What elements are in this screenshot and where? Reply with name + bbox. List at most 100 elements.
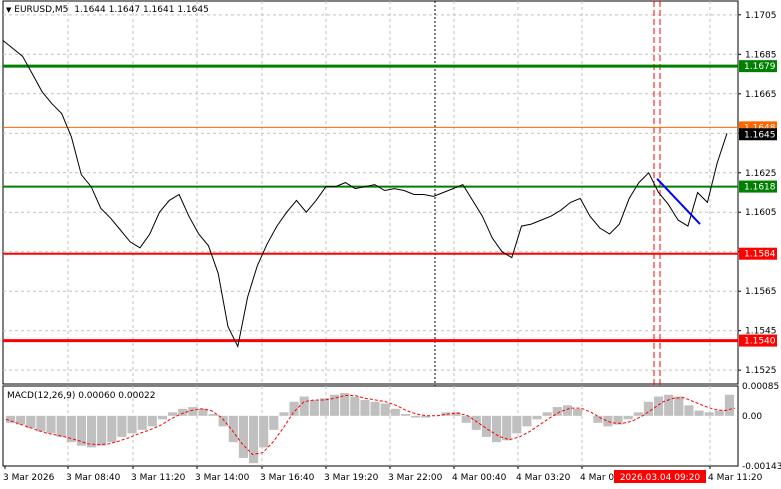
macd-histogram-bar [522, 415, 532, 427]
macd-histogram-bar [411, 415, 421, 418]
y-tick-label: 1.1565 [745, 287, 777, 297]
macd-histogram-bar [238, 415, 248, 458]
macd-histogram-bar [704, 412, 714, 416]
macd-histogram-bar [289, 401, 299, 416]
time-axis: 3 Mar 2026 3 Mar 08:40 3 Mar 11:20 3 Mar 14… [3, 466, 763, 483]
macd-y-tick-label: 0.00085 [742, 382, 779, 392]
x-tick-label: 3 Mar 14:00 [195, 473, 250, 483]
macd-histogram-bar [198, 408, 208, 416]
macd-histogram-bar [623, 415, 633, 420]
macd-histogram-bar [441, 412, 451, 416]
price-frame [2, 0, 739, 385]
level-label-1.1540: 1.1540 [744, 337, 776, 347]
current-time-label-bg [614, 470, 706, 483]
macd-histogram-bar [714, 410, 724, 416]
macd-histogram-bar [643, 401, 653, 416]
macd-histogram-bar [107, 415, 117, 443]
symbol-timeframe: EURUSD,M5 [14, 5, 69, 15]
ohlc-values: 1.1644 1.1647 1.1641 1.1645 [74, 5, 209, 15]
macd-histogram-bar [390, 408, 400, 416]
macd-histogram-bar [269, 415, 279, 430]
macd-histogram-bar [218, 415, 228, 427]
macd-histogram-bar [117, 415, 127, 437]
macd-indicator-label: MACD(12,26,9) 0.00060 0.00022 [7, 391, 156, 401]
x-tick-label: 4 Mar 11:20 [708, 473, 763, 483]
x-tick-label: 3 Mar 11:20 [131, 473, 186, 483]
y-tick-label: 1.1685 [745, 50, 777, 60]
macd-histogram-bar [370, 401, 380, 416]
macd-histogram-bar [319, 398, 329, 416]
macd-histogram-bar [512, 415, 522, 434]
macd-histogram-bar [97, 415, 107, 446]
current-time-label: 2026.03.04 09:20 [620, 473, 701, 483]
macd-histogram-bar [157, 415, 167, 420]
price-panel[interactable]: 1.1705 1.1685 1.1665 1.1645 1.1625 1.1605 1.15… [2, 0, 777, 466]
menu-arrow-icon[interactable]: ▼ [6, 6, 12, 14]
level-label-bg-1.1679 [739, 60, 777, 73]
x-tick-label: 3 Mar 22:00 [388, 473, 443, 483]
macd-histogram-bar [340, 393, 350, 416]
macd-histogram-bar [137, 415, 147, 430]
y-tick-label: 1.1545 [745, 327, 777, 337]
macd-histogram-bar [461, 415, 471, 423]
y-tick-label: 1.1665 [745, 90, 777, 100]
macd-histogram-bar [350, 396, 360, 416]
x-tick-label: 4 Mar 06 [580, 473, 620, 483]
macd-histogram-bar [481, 415, 491, 437]
macd-histogram-bar [593, 415, 603, 423]
macd-histogram-bar [279, 412, 289, 416]
x-tick-label: 4 Mar 03:20 [516, 473, 571, 483]
macd-histogram-bar [259, 415, 269, 448]
trend-line [656, 177, 701, 225]
macd-panel[interactable]: 0.00085 0.00 -0.00143 MACD(12,26,9) 0.00060… [2, 382, 781, 472]
macd-histogram-bar [573, 408, 583, 416]
level-label-1.1618: 1.1618 [744, 183, 776, 193]
level-label-bg-1.1645 [739, 128, 777, 141]
macd-histogram-bar [684, 405, 694, 416]
macd-histogram-bar [228, 415, 238, 443]
macd-histogram-bar [694, 410, 704, 416]
macd-histogram-bar [502, 415, 512, 441]
macd-histogram-bar [56, 415, 66, 437]
y-tick-label: 1.1525 [745, 366, 777, 376]
x-tick-label: 4 Mar 00:40 [452, 473, 507, 483]
macd-y-tick-label: -0.00143 [742, 462, 781, 472]
macd-histogram-bar [562, 405, 572, 416]
macd-histogram-bar [654, 396, 664, 416]
macd-histogram-bar [400, 414, 410, 416]
level-label-bg-1.1540 [739, 334, 777, 347]
level-label-bg-1.1618 [739, 180, 777, 193]
x-tick-label: 3 Mar 16:40 [260, 473, 315, 483]
macd-histogram-bar [147, 415, 157, 427]
macd-histogram-bar [16, 415, 26, 425]
level-label-1.1679: 1.1679 [744, 62, 776, 72]
macd-histogram-bar [492, 415, 502, 443]
macd-histogram-bar [26, 415, 36, 429]
macd-histogram-bar [188, 407, 198, 416]
macd-histogram-bar [674, 396, 684, 416]
y-tick-label: 1.1625 [745, 169, 777, 179]
macd-histogram-bar [724, 394, 734, 416]
macd-histogram-bar [380, 403, 390, 416]
level-label-bg-1.1584 [739, 247, 777, 260]
macd-histogram-bar [451, 412, 461, 416]
macd-signal-line [5, 395, 736, 455]
chart-header: ▼ EURUSD,M5 1.1644 1.1647 1.1641 1.1645 [6, 5, 209, 15]
macd-histogram-bar [6, 415, 16, 423]
macd-histogram-bar [421, 415, 431, 418]
macd-histogram-bar [87, 415, 97, 448]
price-series-line [2, 40, 728, 349]
macd-histogram-bar [309, 400, 319, 416]
macd-histogram-bar [542, 412, 552, 416]
macd-histogram-bar [127, 415, 137, 434]
macd-histogram-bar [613, 415, 623, 425]
level-label-1.1584: 1.1584 [744, 250, 776, 260]
macd-histogram-bar [208, 414, 218, 416]
macd-histogram-bar [36, 415, 46, 432]
x-tick-label: 3 Mar 08:40 [66, 473, 121, 483]
macd-histogram-bar [603, 415, 613, 427]
macd-histogram-bar [552, 407, 562, 416]
macd-y-tick-label: 0.00 [742, 412, 762, 422]
x-tick-label: 3 Mar 19:20 [324, 473, 379, 483]
